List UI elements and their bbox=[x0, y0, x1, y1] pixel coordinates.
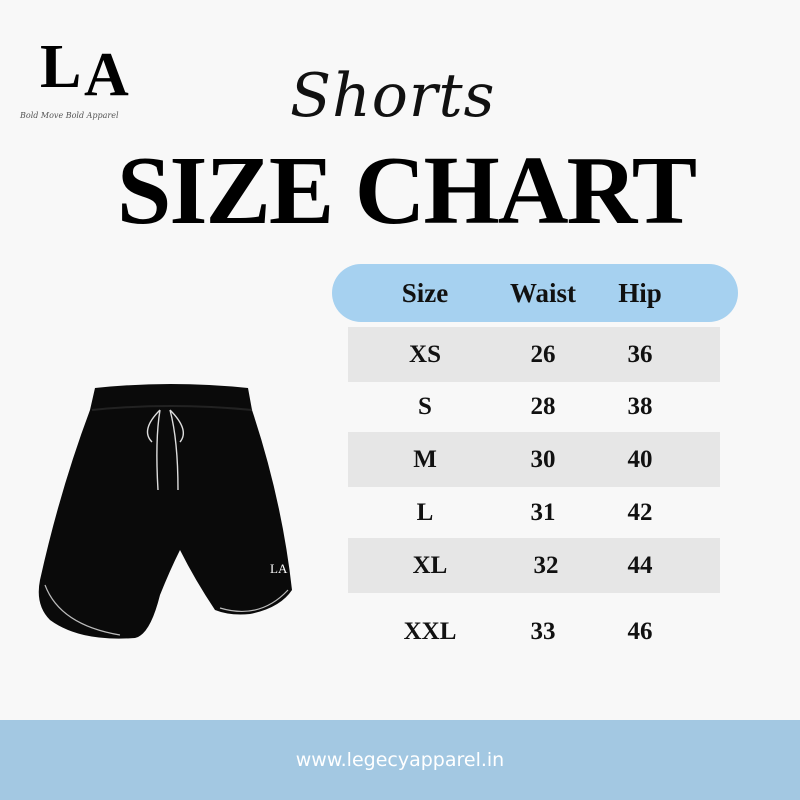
table-row: L 31 42 bbox=[348, 485, 720, 540]
size-cell: XXL bbox=[403, 617, 457, 645]
shorts-logo: LA bbox=[270, 561, 288, 576]
waist-cell: 33 bbox=[530, 617, 556, 645]
logo-tagline: Bold Move Bold Apparel bbox=[20, 111, 119, 120]
hip-cell: 42 bbox=[627, 498, 653, 526]
hip-cell: 44 bbox=[627, 551, 653, 579]
hip-cell: 46 bbox=[627, 617, 653, 645]
logo-letter-l: L bbox=[40, 33, 82, 101]
column-header-waist: Waist bbox=[509, 277, 576, 308]
waist-cell: 30 bbox=[530, 445, 556, 473]
logo-letter-a: A bbox=[84, 41, 129, 109]
table-row: XS 26 36 bbox=[348, 327, 720, 382]
brand-logo: L A Bold Move Bold Apparel bbox=[18, 36, 178, 136]
waist-cell: 28 bbox=[530, 392, 556, 420]
waist-cell: 32 bbox=[533, 551, 559, 579]
website-link[interactable]: www.legecyapparel.in bbox=[295, 749, 505, 771]
table-row: S 28 38 bbox=[348, 379, 720, 434]
page-title: SIZE CHART bbox=[116, 137, 697, 245]
size-cell: M bbox=[413, 445, 437, 473]
hip-cell: 36 bbox=[627, 340, 653, 368]
size-cell: L bbox=[416, 498, 434, 526]
hip-cell: 40 bbox=[627, 445, 653, 473]
size-cell: XL bbox=[412, 551, 448, 579]
waist-cell: 31 bbox=[530, 498, 556, 526]
table-row: XXL 33 46 bbox=[348, 604, 720, 659]
footer-band: www.legecyapparel.in bbox=[0, 720, 800, 800]
size-cell: XS bbox=[409, 340, 441, 368]
table-row: XL 32 44 bbox=[348, 538, 720, 593]
script-title: Shorts bbox=[290, 61, 496, 131]
size-cell: S bbox=[418, 392, 432, 420]
column-header-hip: Hip bbox=[618, 277, 662, 308]
waist-cell: 26 bbox=[530, 340, 556, 368]
column-header-size: Size bbox=[401, 277, 449, 308]
table-row: M 30 40 bbox=[348, 432, 720, 487]
hip-cell: 38 bbox=[627, 392, 653, 420]
table-header: Size Waist Hip bbox=[332, 264, 738, 322]
shorts-image: LA bbox=[38, 384, 292, 639]
